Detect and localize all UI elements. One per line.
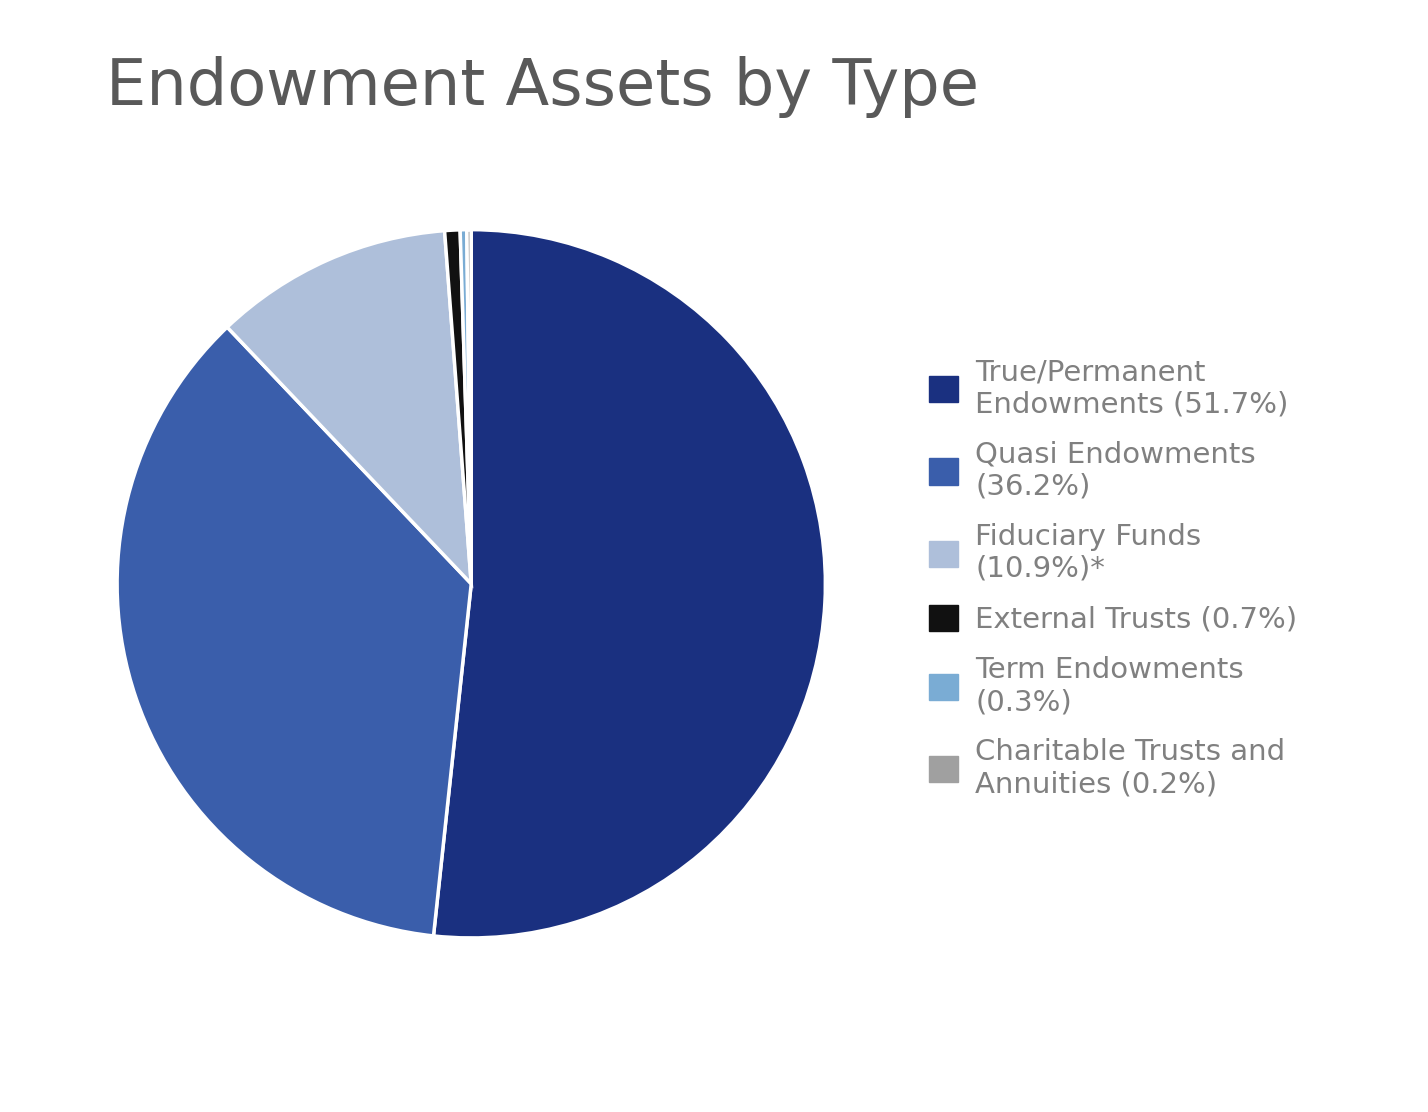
Wedge shape (460, 230, 471, 584)
Wedge shape (444, 230, 471, 584)
Wedge shape (434, 230, 825, 937)
Wedge shape (227, 230, 471, 584)
Wedge shape (467, 230, 471, 584)
Text: Endowment Assets by Type: Endowment Assets by Type (106, 56, 980, 118)
Wedge shape (117, 327, 471, 936)
Legend: True/Permanent
Endowments (51.7%), Quasi Endowments
(36.2%), Fiduciary Funds
(10: True/Permanent Endowments (51.7%), Quasi… (914, 344, 1312, 813)
